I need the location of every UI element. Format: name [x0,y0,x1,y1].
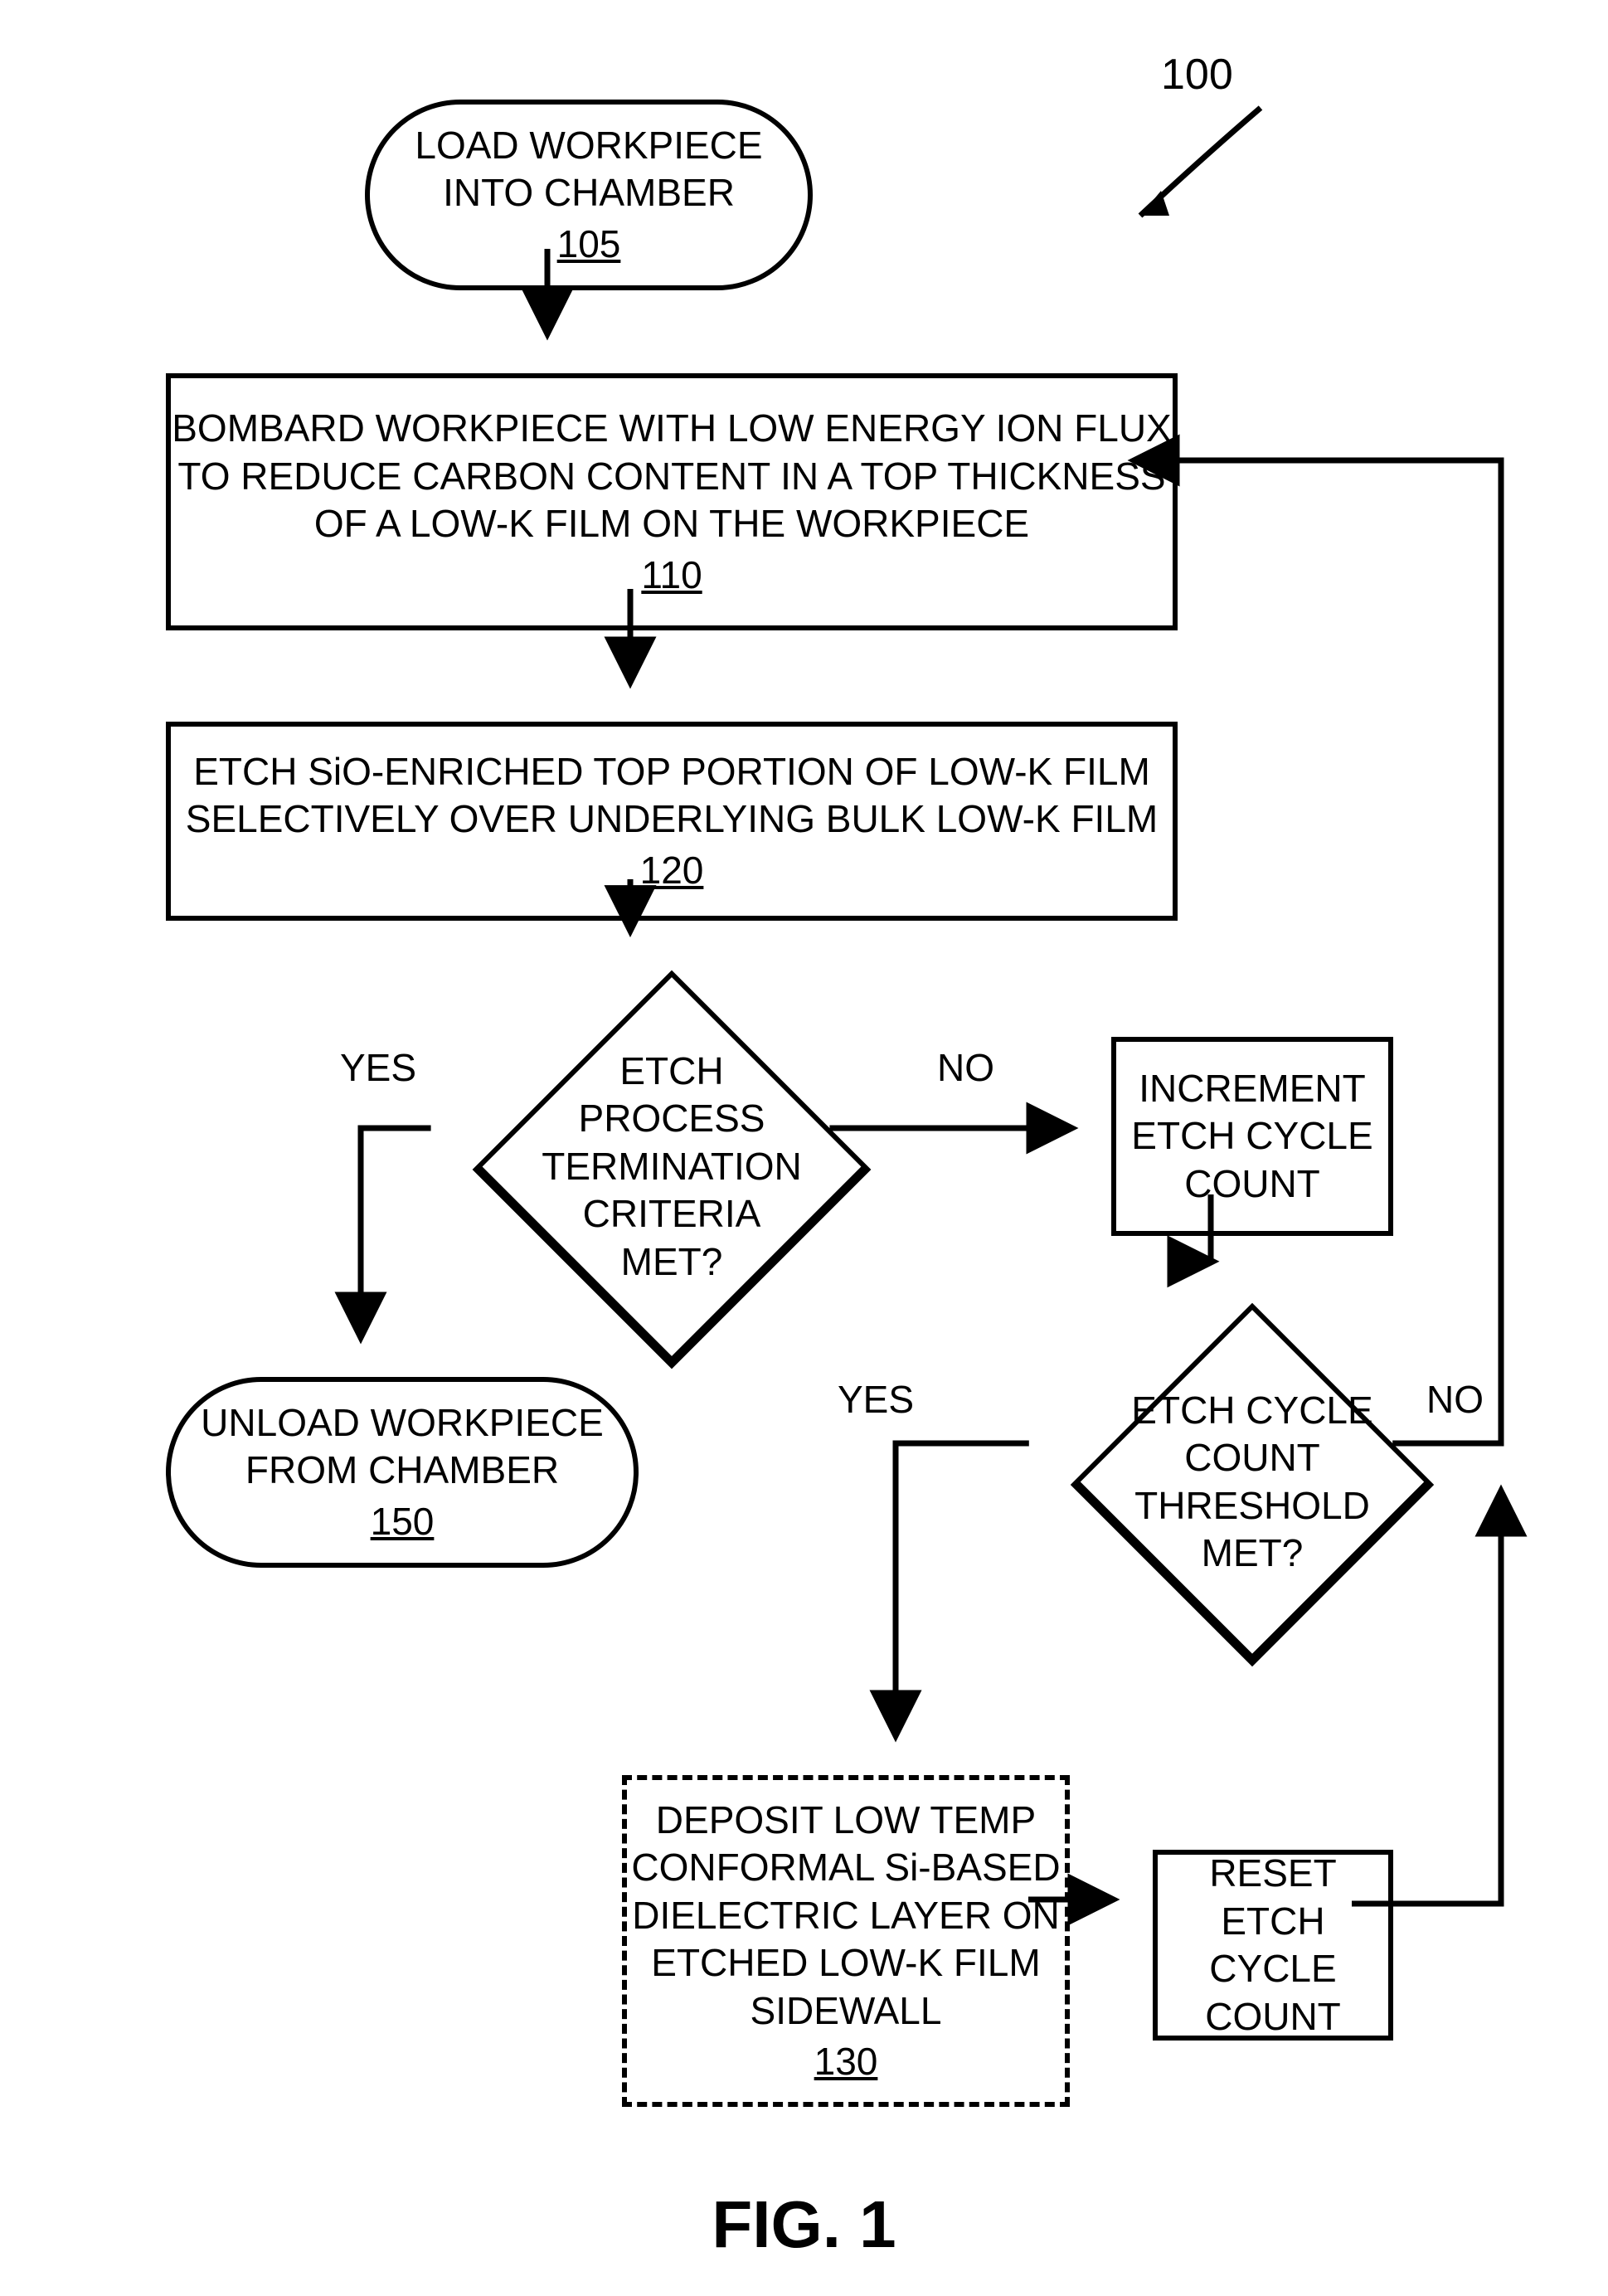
label-d2-yes: YES [838,1377,914,1422]
node-ref: 150 [371,1498,435,1546]
label-d2-no: NO [1426,1377,1484,1422]
label-d1-no: NO [937,1045,994,1090]
node-text: BOMBARD WORKPIECE WITH LOW ENERGY ION FL… [171,405,1173,548]
decision-text: ETCH PROCESS TERMINATION CRITERIA MET? [538,1033,806,1301]
node-text: DEPOSIT LOW TEMP CONFORMAL Si-BASED DIEL… [627,1797,1065,2036]
decision-d1: ETCH PROCESS TERMINATION CRITERIA MET? [473,970,872,1369]
figure-reference: 100 [1161,50,1233,100]
node-text: LOAD WORKPIECE INTO CHAMBER [370,122,808,217]
label-d1-yes: YES [340,1045,416,1090]
terminator-n105: LOAD WORKPIECE INTO CHAMBER105 [365,100,813,290]
node-text: ETCH SiO-ENRICHED TOP PORTION OF LOW-K F… [171,748,1173,844]
figure-caption: FIG. 1 [712,2187,896,2263]
decision-text: ETCH CYCLE COUNT THRESHOLD MET? [1131,1360,1374,1603]
node-text: INCREMENT ETCH CYCLE COUNT [1116,1065,1388,1209]
node-ref: 105 [557,221,621,269]
node-ref: 120 [640,847,704,895]
node-text: UNLOAD WORKPIECE FROM CHAMBER [171,1399,634,1495]
process-reset: RESET ETCH CYCLE COUNT [1153,1850,1393,2041]
process-n130: DEPOSIT LOW TEMP CONFORMAL Si-BASED DIEL… [622,1775,1070,2107]
node-ref: 110 [641,552,702,600]
node-ref: 130 [814,2038,878,2086]
process-n110: BOMBARD WORKPIECE WITH LOW ENERGY ION FL… [166,373,1178,630]
decision-d2: ETCH CYCLE COUNT THRESHOLD MET? [1071,1303,1434,1666]
node-text: RESET ETCH CYCLE COUNT [1158,1850,1388,2041]
process-inc: INCREMENT ETCH CYCLE COUNT [1111,1037,1393,1236]
figure-reference-number: 100 [1161,51,1233,99]
process-n120: ETCH SiO-ENRICHED TOP PORTION OF LOW-K F… [166,722,1178,921]
terminator-n150: UNLOAD WORKPIECE FROM CHAMBER150 [166,1377,639,1568]
